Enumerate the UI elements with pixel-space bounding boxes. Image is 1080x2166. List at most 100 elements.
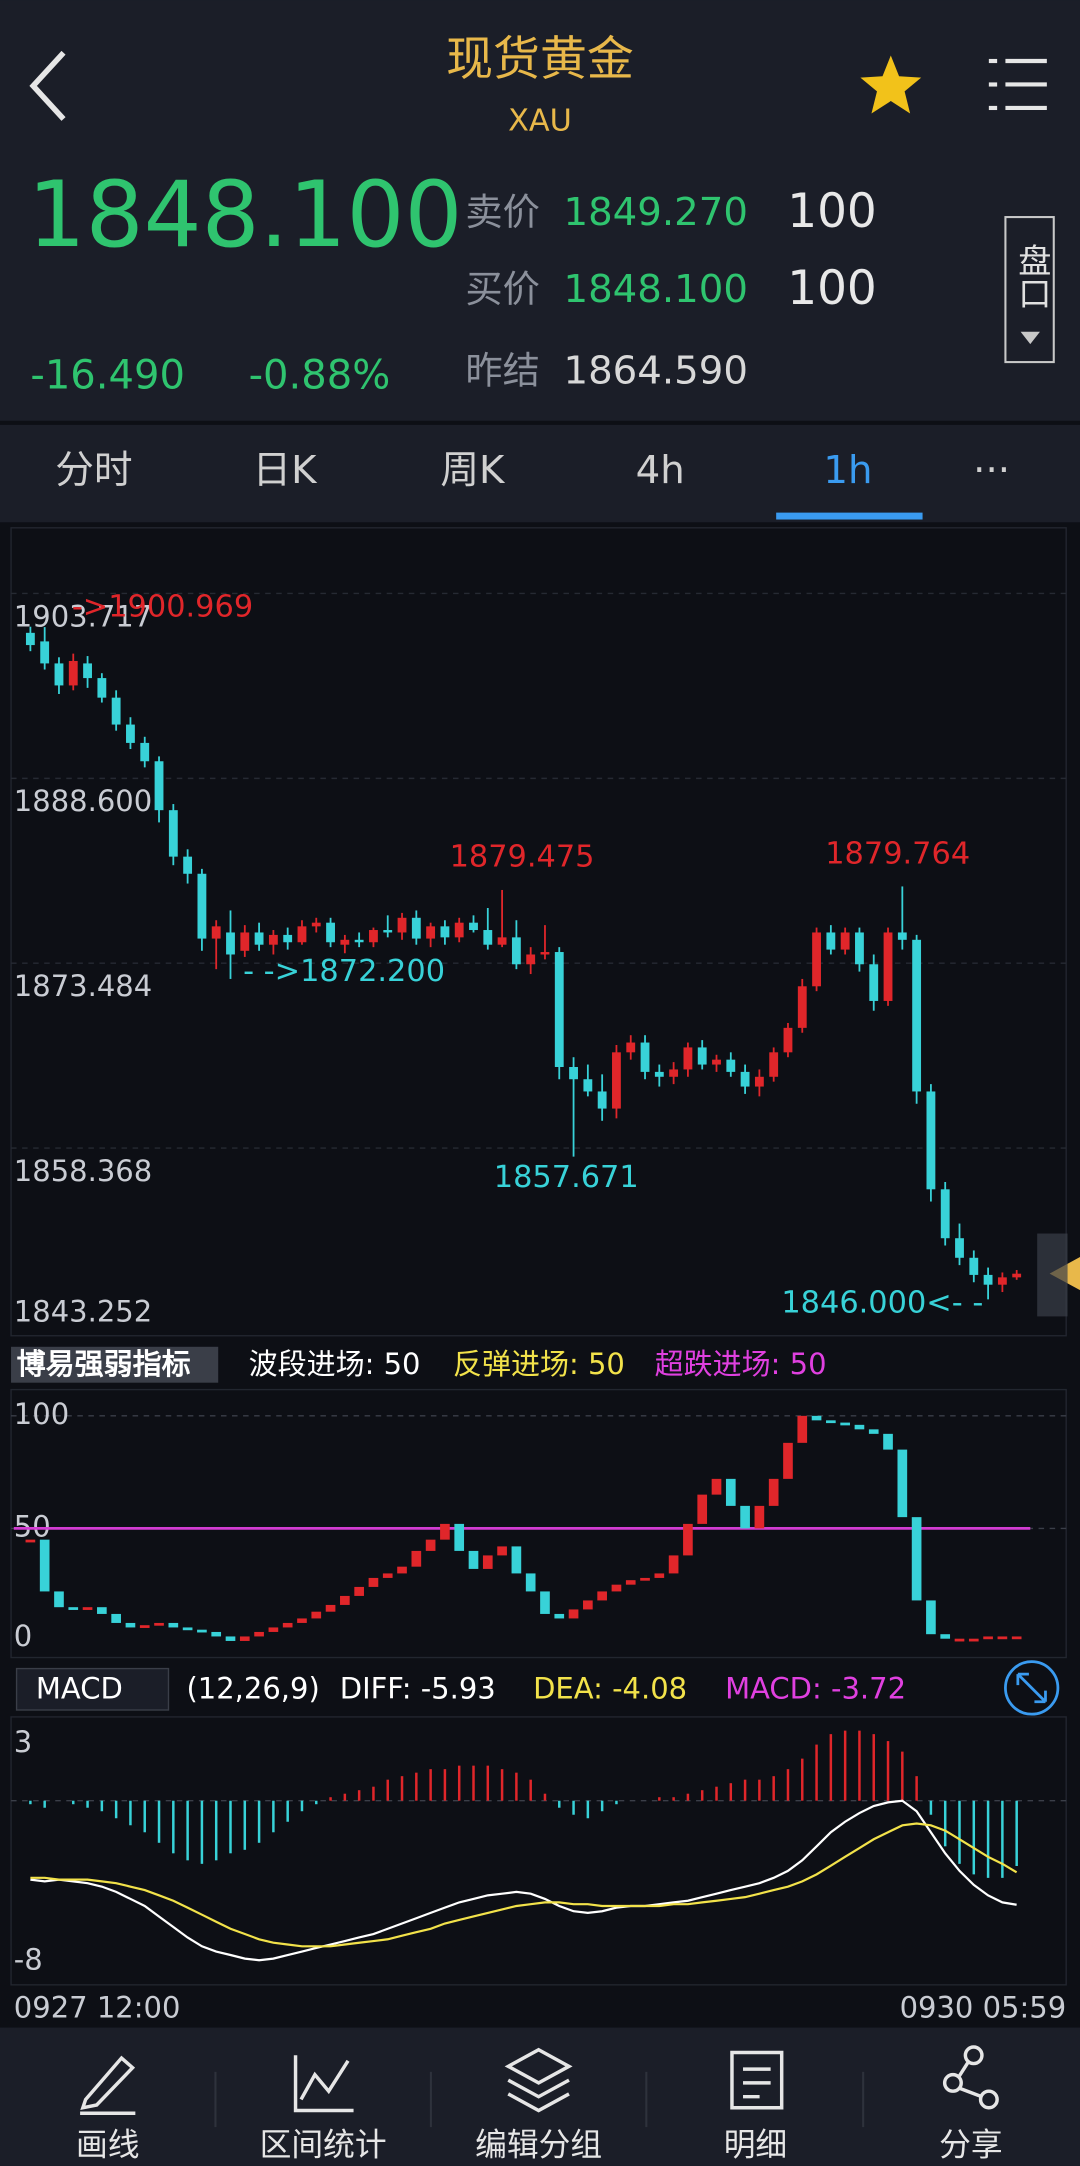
nav-label[interactable]: 分享 (939, 2127, 1003, 2163)
indicator-bar (225, 1636, 236, 1641)
indicator-bar (211, 1631, 222, 1637)
macd-label: DEA: -4.08 (533, 1672, 687, 1706)
indicator-bar (25, 1539, 36, 1543)
indicator-bar (525, 1573, 536, 1592)
depth-arrow (1020, 331, 1040, 345)
tab[interactable]: 1h (823, 448, 872, 493)
indicator-legend: 反弹进场: 50 (453, 1347, 625, 1381)
expand-button[interactable] (1004, 1660, 1060, 1716)
indicator-bar (940, 1634, 951, 1639)
nav-label[interactable]: 明细 (724, 2127, 788, 2163)
tab[interactable]: 周K (440, 448, 506, 493)
tab-bar: 分时 日K 周K 4h 1h ··· (55, 448, 1010, 520)
indicator-panel (10, 1388, 1067, 1659)
tab[interactable]: 日K (252, 448, 318, 493)
share-icon[interactable] (942, 2045, 999, 2110)
candle-body (254, 932, 264, 945)
tab[interactable]: ··· (973, 448, 1010, 493)
macd-panel (10, 1716, 1067, 1986)
indicator-bar (354, 1586, 364, 1596)
indicator-bar (854, 1424, 865, 1430)
menu-button[interactable] (988, 58, 1047, 111)
x-axis-label: 0930 05:59 (900, 1991, 1067, 2025)
dea-line (30, 1822, 1018, 1948)
price-annotation: - ->1872.200 (243, 954, 445, 989)
nav-label[interactable]: 画线 (76, 2127, 140, 2163)
depth-button[interactable]: 盘口 (1004, 216, 1055, 364)
candle-body (211, 926, 221, 939)
indicator-legend: 波段进场: 50 (249, 1347, 421, 1381)
nav-label[interactable]: 区间统计 (260, 2127, 387, 2163)
tab-underline (776, 512, 923, 520)
favorite-star[interactable] (860, 55, 922, 114)
last-price: 1848.100 (28, 162, 463, 268)
price-annotation: 1879.475 (450, 839, 595, 874)
candle-body (797, 986, 807, 1028)
indicator-bar (168, 1622, 179, 1628)
macd-params: (12,26,9) (186, 1672, 319, 1706)
candle-body (183, 856, 193, 874)
indicator-bar (911, 1517, 922, 1601)
nav-icons (80, 2045, 999, 2116)
bid-size: 100 (787, 261, 877, 316)
back-button[interactable] (29, 50, 66, 121)
prev-settle: 1864.590 (563, 349, 747, 394)
candle-body (712, 1059, 721, 1065)
indicator-title-box[interactable] (11, 1346, 219, 1383)
tab[interactable]: 4h (636, 448, 685, 493)
candle-body (168, 810, 178, 857)
scroll-handle[interactable] (1037, 1233, 1068, 1317)
y-tick-label: 1888.600 (14, 784, 152, 818)
macd-title: MACD (36, 1672, 123, 1706)
candle-body (897, 932, 907, 940)
group-icon[interactable] (504, 2047, 573, 2113)
candle-body (311, 922, 321, 927)
indicator-bar (597, 1591, 607, 1601)
tab[interactable]: 分时 (55, 448, 132, 493)
indicator-bar (497, 1546, 507, 1556)
bid-label: 买价 (465, 267, 540, 311)
indicator-bar (783, 1442, 793, 1479)
indicator-bar (897, 1449, 908, 1518)
indicator-bar (82, 1607, 93, 1610)
candle-body (697, 1047, 707, 1065)
indicator-bar (125, 1622, 136, 1628)
detail-icon[interactable] (730, 2050, 784, 2110)
indicator-bar (482, 1555, 493, 1569)
nav-label[interactable]: 编辑分组 (475, 2127, 602, 2163)
indicator-bar (182, 1627, 193, 1631)
draw-icon[interactable] (80, 2055, 136, 2116)
candle-body (397, 917, 407, 933)
range-icon[interactable] (293, 2055, 354, 2113)
candle-body (526, 954, 536, 965)
candle-body (669, 1069, 679, 1077)
candle-body (840, 932, 850, 950)
indicator-bar (54, 1591, 64, 1608)
indicator-bar (697, 1494, 708, 1524)
indicator-bar (154, 1622, 164, 1626)
ask-size: 100 (787, 184, 877, 239)
candle-body (297, 926, 307, 943)
y-tick-label: 1903.717 (14, 599, 152, 633)
candle-body (597, 1091, 607, 1109)
x-axis-label: 0927 12:00 (14, 1991, 181, 2025)
indicator-bar (39, 1539, 50, 1592)
candle-body (83, 663, 92, 679)
candle-body (126, 724, 135, 743)
indicator-bar (282, 1622, 293, 1628)
candle-body (955, 1238, 964, 1258)
indicator-bar (440, 1523, 450, 1540)
bid-price: 1848.100 (563, 267, 747, 312)
candle-body (369, 930, 378, 943)
indicator-bar (968, 1638, 979, 1642)
candle-body (440, 926, 450, 938)
macd-title-box[interactable] (15, 1667, 170, 1711)
diff-line (30, 1799, 1017, 1962)
indicator-bar (411, 1550, 422, 1567)
indicator-bar (654, 1573, 665, 1578)
page-title: 现货黄金 (446, 32, 634, 87)
candle-body (940, 1189, 950, 1239)
y-tick-label: 1873.484 (14, 969, 152, 1003)
candle-body (812, 932, 821, 987)
